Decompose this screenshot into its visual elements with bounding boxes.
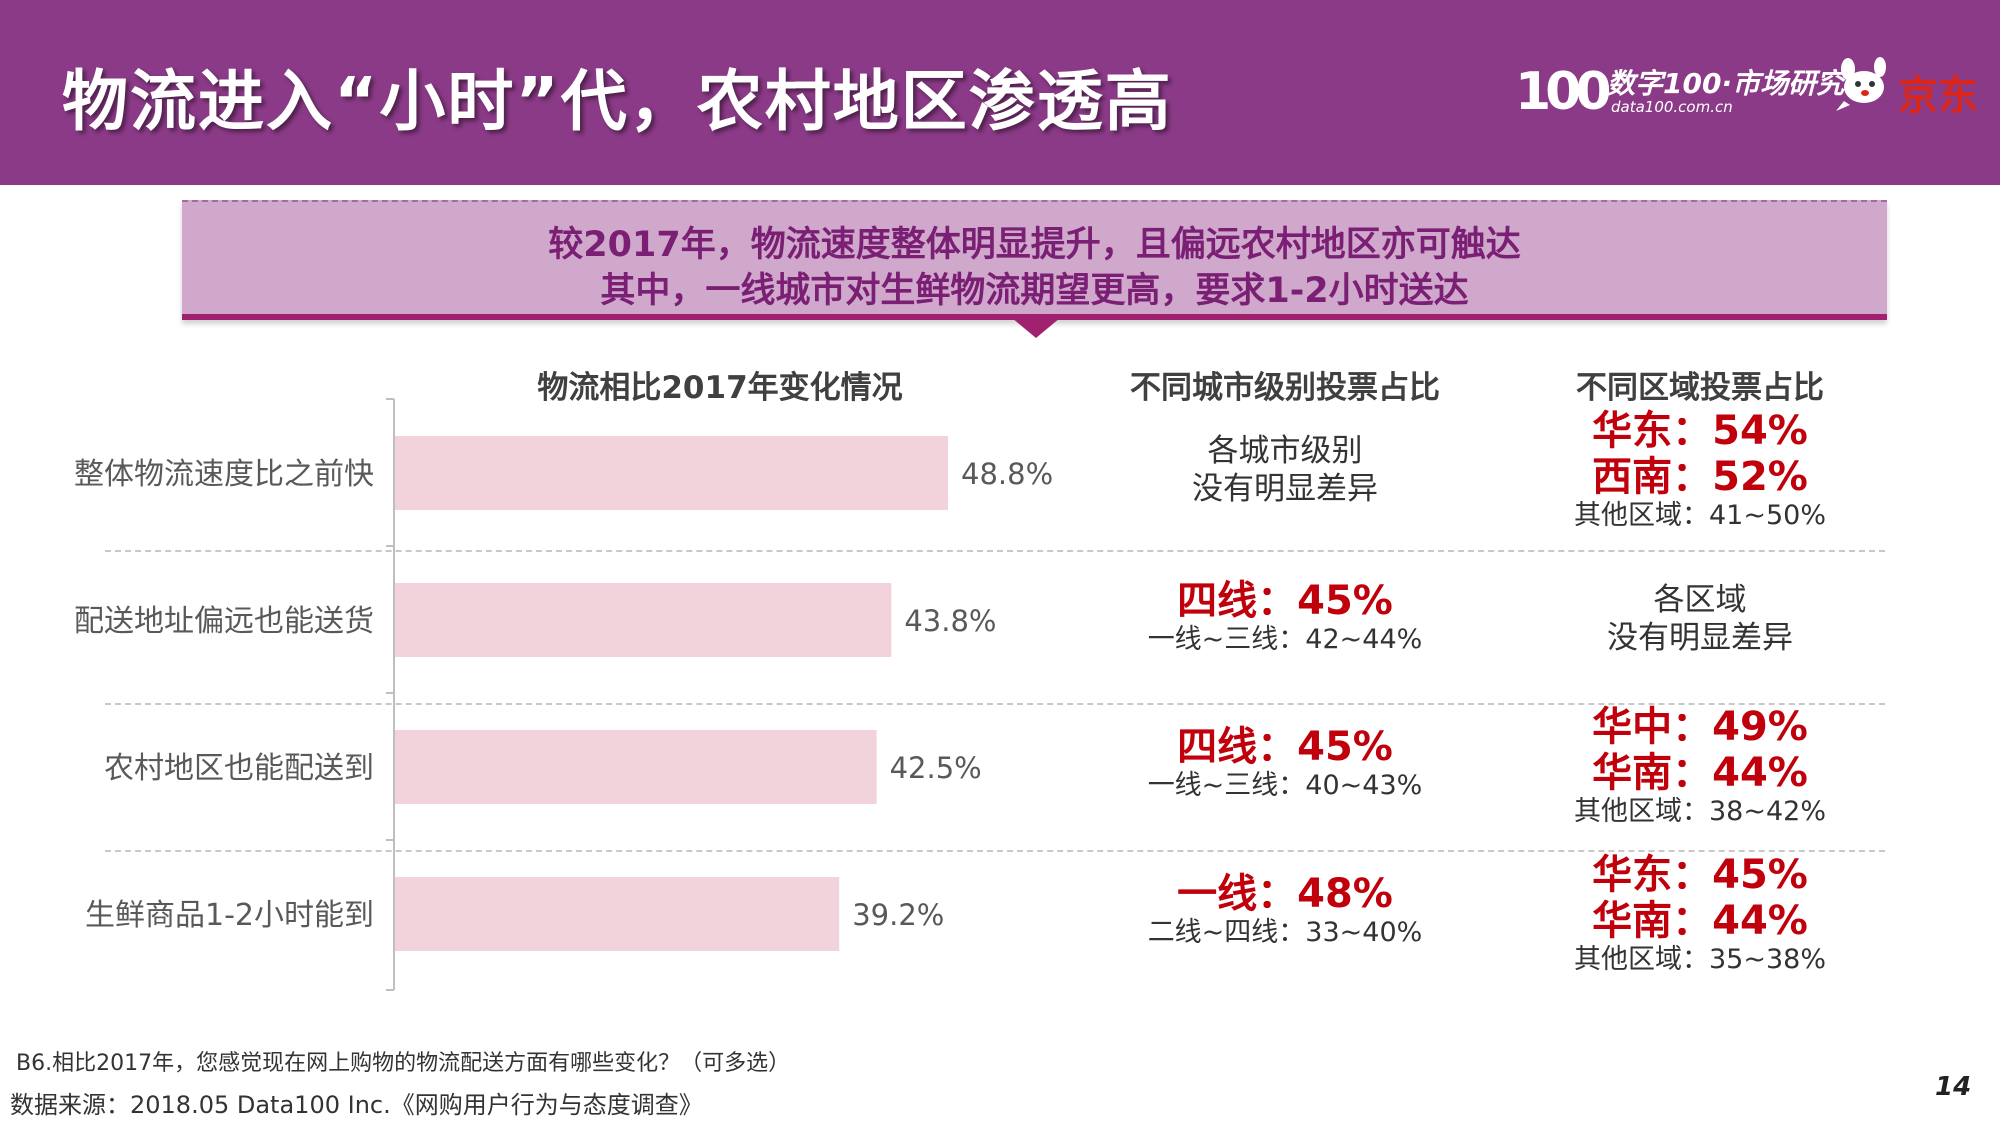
- data100-logo-url: data100.com.cn: [1611, 98, 1733, 116]
- region-highlight-1: 华中：49%: [1592, 704, 1808, 750]
- value-label-3: 42.5%: [890, 751, 982, 785]
- bar-chart-svg: 整体物流速度比之前快 48.8% 配送地址偏远也能送货 43.8% 农村地区也能配送到 4…: [74, 398, 1053, 991]
- row-divider-2: [105, 703, 1885, 705]
- bar-2: [395, 583, 892, 657]
- bar-4: [395, 877, 840, 951]
- category-label-1: 整体物流速度比之前快: [74, 457, 374, 492]
- category-label-3: 农村地区也能配送到: [104, 751, 374, 786]
- region-highlight-2: 西南：52%: [1592, 454, 1808, 500]
- city-note-line-1: 各城市级别: [1207, 433, 1363, 469]
- city-other: 一线~三线：42~44%: [1147, 624, 1423, 655]
- region-cell-row-4: 华东：45% 华南：44% 其他区域：35~38%: [1520, 852, 1880, 976]
- data100-logo-mark: 100: [1515, 62, 1612, 122]
- region-other: 其他区域：35~38%: [1574, 944, 1826, 975]
- chart-heading: 物流相比2017年变化情况: [537, 370, 903, 406]
- page-number: 14: [1935, 1072, 1972, 1102]
- city-highlight: 一线：48%: [1177, 871, 1393, 917]
- value-label-2: 43.8%: [904, 604, 996, 638]
- region-cell-row-2: 各区域 没有明显差异: [1520, 581, 1880, 657]
- region-highlight-1: 华东：45%: [1592, 852, 1808, 898]
- bar-chart: 整体物流速度比之前快 48.8% 配送地址偏远也能送货 43.8% 农村地区也能配送到 4…: [0, 395, 1100, 995]
- value-label-1: 48.8%: [961, 457, 1053, 491]
- summary-banner: 较2017年，物流速度整体明显提升，且偏远农村地区亦可触达 其中，一线城市对生鲜…: [182, 200, 1887, 320]
- region-other: 其他区域：38~42%: [1574, 796, 1826, 827]
- header-bar: 物流进入“小时”代，农村地区渗透高 100 数字100·市场研究 data100…: [0, 0, 2000, 185]
- city-heading: 不同城市级别投票占比: [1130, 370, 1440, 406]
- value-label-4: 39.2%: [852, 898, 944, 932]
- row-divider-3: [105, 850, 1885, 852]
- category-label-2: 配送地址偏远也能送货: [74, 604, 374, 639]
- city-cell-row-2: 四线：45% 一线~三线：42~44%: [1100, 578, 1470, 656]
- data100-logo-name: 数字100·市场研究: [1607, 67, 1845, 100]
- banner-pointer: [1012, 318, 1060, 338]
- city-cell-row-1: 各城市级别 没有明显差异: [1100, 432, 1470, 508]
- city-other: 二线~四线：33~40%: [1147, 917, 1423, 948]
- city-note-line-2: 没有明显差异: [1192, 471, 1378, 507]
- region-note-line-2: 没有明显差异: [1607, 620, 1793, 656]
- jd-dog-icon: [1836, 57, 1886, 111]
- city-highlight: 四线：45%: [1177, 724, 1393, 770]
- city-highlight: 四线：45%: [1177, 578, 1393, 624]
- summary-line-1: 较2017年，物流速度整体明显提升，且偏远农村地区亦可触达: [548, 225, 1521, 265]
- data100-logo: 100 数字100·市场研究 data100.com.cn: [1515, 62, 1844, 122]
- survey-question: B6.相比2017年，您感觉现在网上购物的物流配送方面有哪些变化？（可多选）: [16, 1051, 791, 1076]
- category-label-4: 生鲜商品1-2小时能到: [85, 898, 374, 933]
- data-source: 数据来源：2018.05 Data100 Inc.《网购用户行为与态度调查》: [10, 1091, 703, 1119]
- city-cell-row-4: 一线：48% 二线~四线：33~40%: [1100, 871, 1470, 949]
- region-highlight-1: 华东：54%: [1592, 408, 1808, 454]
- region-heading: 不同区域投票占比: [1576, 370, 1824, 406]
- bar-1: [395, 436, 948, 510]
- row-divider-1: [105, 550, 1885, 552]
- region-other: 其他区域：41~50%: [1574, 500, 1826, 531]
- region-highlight-2: 华南：44%: [1592, 898, 1808, 944]
- city-cell-row-3: 四线：45% 一线~三线：40~43%: [1100, 724, 1470, 802]
- region-cell-row-1: 华东：54% 西南：52% 其他区域：41~50%: [1520, 408, 1880, 532]
- jd-logo: 京东: [1830, 55, 2000, 119]
- jd-logo-text: 京东: [1898, 73, 1978, 119]
- region-highlight-2: 华南：44%: [1592, 750, 1808, 796]
- bar-3: [395, 730, 877, 804]
- region-cell-row-3: 华中：49% 华南：44% 其他区域：38~42%: [1520, 704, 1880, 828]
- page-title: 物流进入“小时”代，农村地区渗透高: [62, 63, 1173, 140]
- city-other: 一线~三线：40~43%: [1147, 770, 1423, 801]
- summary-line-2: 其中，一线城市对生鲜物流期望更高，要求1-2小时送达: [600, 271, 1469, 311]
- region-note-line-1: 各区域: [1653, 582, 1747, 618]
